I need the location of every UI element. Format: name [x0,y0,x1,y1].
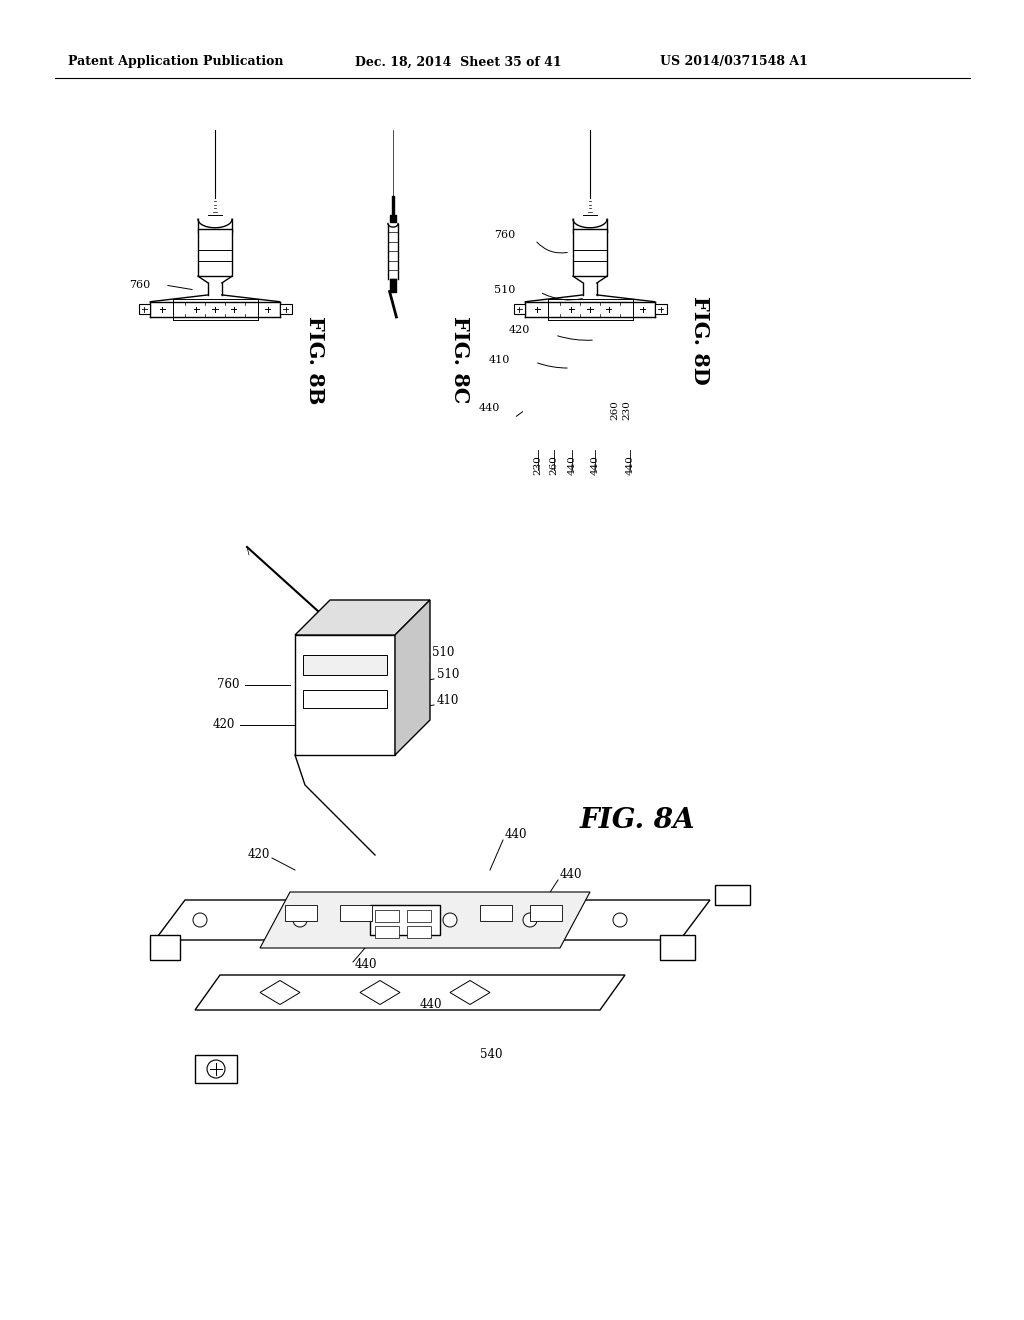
Text: 510: 510 [432,647,455,660]
Text: 440: 440 [420,998,442,1011]
Polygon shape [260,892,590,948]
Text: 440: 440 [567,455,577,475]
Text: Patent Application Publication: Patent Application Publication [68,55,284,69]
Polygon shape [295,635,395,755]
Polygon shape [260,981,300,1005]
Polygon shape [155,900,710,940]
Circle shape [207,1060,225,1078]
Bar [138,304,151,314]
Bar [375,927,399,939]
Polygon shape [295,601,430,635]
Polygon shape [715,884,750,906]
Circle shape [523,913,537,927]
Circle shape [193,913,207,927]
Text: 440: 440 [505,829,527,842]
Circle shape [293,913,307,927]
Bar [340,906,372,921]
Text: FIG. 8B: FIG. 8B [305,315,325,404]
Bar [573,230,607,276]
Bar [285,906,317,921]
Bar [280,304,292,314]
Bar [195,1055,237,1082]
Text: FIG. 8A: FIG. 8A [580,807,695,833]
Bar [480,906,512,921]
Bar [654,304,667,314]
Text: 420: 420 [509,325,530,335]
Bar [375,909,399,921]
Text: 540: 540 [480,1048,503,1061]
Text: 440: 440 [626,455,635,475]
Text: 420: 420 [248,849,270,862]
Text: 510: 510 [437,668,460,681]
Bar [303,655,387,675]
Text: FIG. 8D: FIG. 8D [690,296,710,384]
Polygon shape [150,935,180,960]
Text: 230: 230 [534,455,543,475]
Text: 440: 440 [560,869,583,882]
Text: 510: 510 [494,285,515,294]
Text: US 2014/0371548 A1: US 2014/0371548 A1 [660,55,808,69]
Bar [370,906,440,935]
Text: 760: 760 [129,280,150,290]
Text: FIG. 8C: FIG. 8C [450,317,470,404]
Polygon shape [395,601,430,755]
Text: 760: 760 [217,678,240,692]
Polygon shape [360,981,400,1005]
Text: 410: 410 [488,355,510,366]
Circle shape [443,913,457,927]
Bar [303,690,387,708]
Text: 260: 260 [610,400,620,420]
Bar [513,304,525,314]
Circle shape [613,913,627,927]
Text: 420: 420 [213,718,234,731]
Text: 260: 260 [550,455,558,475]
Text: 440: 440 [355,958,378,972]
Text: 760: 760 [494,230,515,240]
Bar [407,927,431,939]
Text: Dec. 18, 2014  Sheet 35 of 41: Dec. 18, 2014 Sheet 35 of 41 [355,55,561,69]
Bar [530,906,562,921]
Bar [407,909,431,921]
Polygon shape [660,935,695,960]
Text: 230: 230 [623,400,632,420]
Polygon shape [450,981,490,1005]
Text: 440: 440 [478,403,500,413]
Polygon shape [195,975,625,1010]
Text: 440: 440 [591,455,599,475]
Bar [198,230,232,276]
Text: 410: 410 [437,693,460,706]
